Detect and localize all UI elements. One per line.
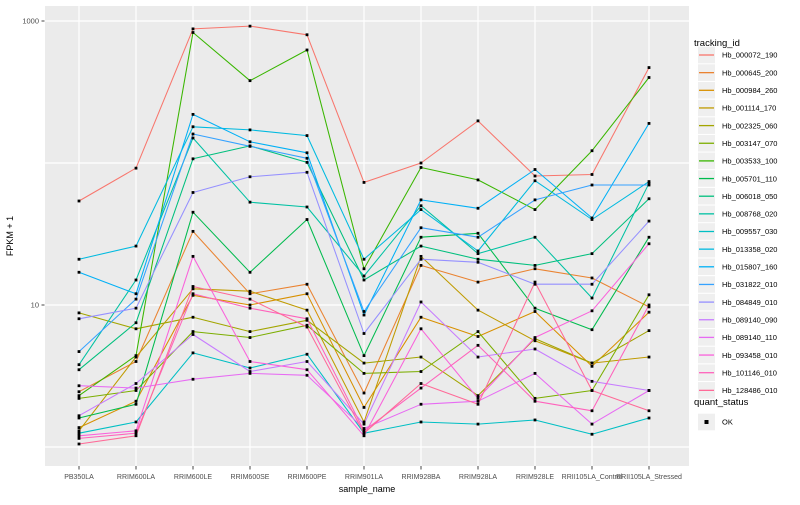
plot-panel — [45, 6, 689, 466]
x-tick-label: RRIM928BA — [402, 474, 441, 481]
quant-legend-marker-square — [704, 420, 709, 424]
x-axis: PB350LA RRIM600LA RRIM600LE RRIM600SE RRIM60… — [64, 466, 682, 494]
legend-label: Hb_031822_010 — [722, 280, 777, 289]
x-tick-label: RRII105LA_Stressed — [616, 474, 682, 481]
x-tick-label: RRIM600SE — [231, 474, 270, 481]
legend-label: Hb_089140_110 — [722, 333, 777, 342]
quant-legend-label: OK — [722, 418, 733, 427]
legend-label: Hb_089140_090 — [722, 315, 777, 324]
legend-label: Hb_128486_010 — [722, 386, 777, 395]
legend-tracking-id: tracking_id Hb_000072_190 Hb_000645_200 Hb_… — [694, 38, 777, 399]
y-tick-label: 10 — [31, 301, 39, 310]
legend-label: Hb_084849_010 — [722, 298, 777, 307]
y-tick-label: 1000 — [22, 17, 39, 26]
legend-label: Hb_013358_020 — [722, 245, 777, 254]
x-tick-label: RRII105LA_Control — [562, 474, 623, 481]
legend-label: Hb_002325_060 — [722, 121, 777, 130]
legend-label: Hb_000645_200 — [722, 68, 777, 77]
x-tick-label: RRIM600PE — [288, 474, 327, 481]
x-tick-label: RRIM600LA — [117, 474, 155, 481]
legend-label: Hb_000984_260 — [722, 86, 777, 95]
legend-label: Hb_003533_100 — [722, 157, 777, 166]
y-axis: 10 1000 FPKM + 1 — [5, 17, 45, 310]
legend-label: Hb_101146_010 — [722, 368, 777, 377]
legend-label: Hb_093458_010 — [722, 351, 777, 360]
legend-label: Hb_009557_030 — [722, 227, 777, 236]
x-tick-label: PB350LA — [64, 474, 94, 481]
x-tick-label: RRIM928LA — [459, 474, 497, 481]
legend-quant-status: quant_status OK — [694, 397, 749, 431]
quant-legend-title: quant_status — [694, 397, 749, 408]
legend-label: Hb_008768_020 — [722, 210, 777, 219]
x-axis-title: sample_name — [339, 484, 396, 494]
x-tick-label: RRIM928LE — [516, 474, 554, 481]
legend-label: Hb_000072_190 — [722, 51, 777, 60]
point-markers — [77, 24, 651, 446]
x-tick-label: RRIM600LE — [174, 474, 212, 481]
x-tick-label: RRIM901LA — [345, 474, 383, 481]
y-axis-title: FPKM + 1 — [5, 216, 15, 256]
legend-label: Hb_015807_160 — [722, 263, 777, 272]
legend-label: Hb_005701_110 — [722, 174, 777, 183]
legend-label: Hb_006018_050 — [722, 192, 777, 201]
legend-label: Hb_003147_070 — [722, 139, 777, 148]
legend-title: tracking_id — [694, 38, 740, 49]
legend-label: Hb_001114_170 — [722, 104, 776, 113]
